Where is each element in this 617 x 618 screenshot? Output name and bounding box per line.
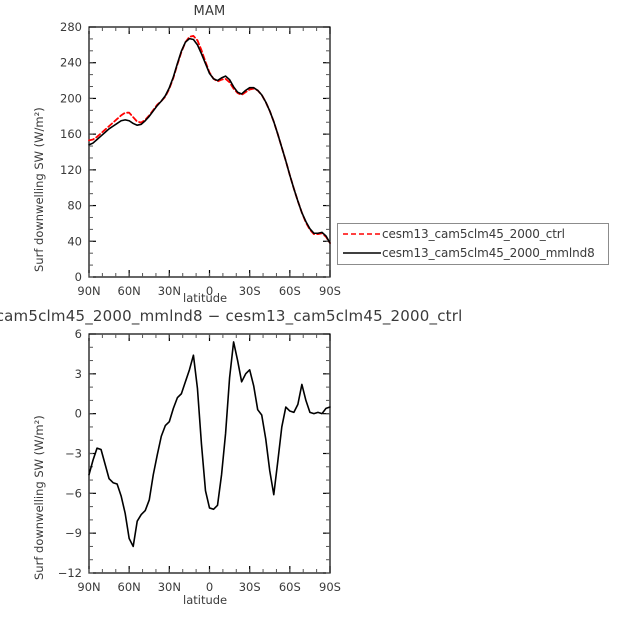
x-tick-label: 30S: [239, 284, 261, 298]
plot-frame: [88, 26, 331, 278]
top-chart-title: MAM: [193, 4, 226, 19]
legend-label-ctrl: cesm13_cam5clm45_2000_ctrl: [382, 226, 565, 241]
x-tick-label: 0: [206, 580, 213, 594]
top-chart-legend: cesm13_cam5clm45_2000_ctrl cesm13_cam5cl…: [337, 223, 609, 265]
y-tick-label: 3: [75, 367, 82, 381]
x-tick-label: 90S: [319, 580, 341, 594]
x-tick-label: 60N: [118, 284, 141, 298]
x-tick-label: 90N: [77, 284, 100, 298]
bottom-plot-area: 90N 60N 30N 0 30S 60S 90S −12 −9 −6 −3 0 3 6: [58, 327, 341, 594]
y-tick-label: −6: [65, 486, 82, 500]
y-tick-label: 0: [75, 270, 82, 284]
x-tick-label: 30S: [239, 580, 261, 594]
y-tick-label: 280: [60, 20, 82, 34]
x-tick-label: 60S: [279, 580, 301, 594]
x-tick-label: 90N: [77, 580, 100, 594]
data-series-line: [88, 341, 331, 548]
y-tick-label: 80: [67, 199, 82, 213]
x-tick-label: 30N: [158, 284, 181, 298]
data-series-line: [88, 35, 331, 244]
legend-line-dashed-red-icon: [342, 229, 382, 239]
top-chart-panel: MAM Surf downwelling SW (W/m²) latitude …: [32, 4, 609, 305]
bottom-chart-title: _cam5clm45_2000_mmlnd8 − cesm13_cam5clm4…: [0, 307, 463, 325]
y-tick-label: −3: [65, 447, 82, 461]
bottom-x-axis-label: latitude: [183, 593, 228, 607]
data-series-line: [88, 37, 331, 244]
bottom-chart-panel: _cam5clm45_2000_mmlnd8 − cesm13_cam5clm4…: [0, 300, 617, 618]
legend-label-mmlnd8: cesm13_cam5clm45_2000_mmlnd8: [382, 245, 595, 260]
x-tick-label: 90S: [319, 284, 341, 298]
y-tick-label: 240: [60, 56, 82, 70]
x-tick-label: 30N: [158, 580, 181, 594]
legend-item-mmlnd8: cesm13_cam5clm45_2000_mmlnd8: [338, 243, 608, 262]
y-tick-label: 40: [67, 234, 82, 248]
y-tick-label: 160: [60, 127, 82, 141]
x-tick-label: 0: [206, 284, 213, 298]
x-tick-label: 60S: [279, 284, 301, 298]
y-tick-label: 200: [60, 91, 82, 105]
y-tick-label: 6: [75, 327, 82, 341]
plot-frame: [88, 333, 331, 574]
y-tick-label: 120: [60, 163, 82, 177]
y-tick-label: −9: [65, 526, 82, 540]
y-tick-label: −12: [58, 566, 82, 580]
top-x-axis-label: latitude: [183, 291, 228, 305]
y-tick-label: 0: [75, 407, 82, 421]
x-tick-label: 60N: [118, 580, 141, 594]
top-plot-area: 90N 60N 30N 0 30S 60S 90S 0 40 80 120 160 200 240 280: [60, 20, 341, 298]
legend-line-solid-black-icon: [342, 248, 382, 258]
legend-item-ctrl: cesm13_cam5clm45_2000_ctrl: [338, 224, 608, 243]
